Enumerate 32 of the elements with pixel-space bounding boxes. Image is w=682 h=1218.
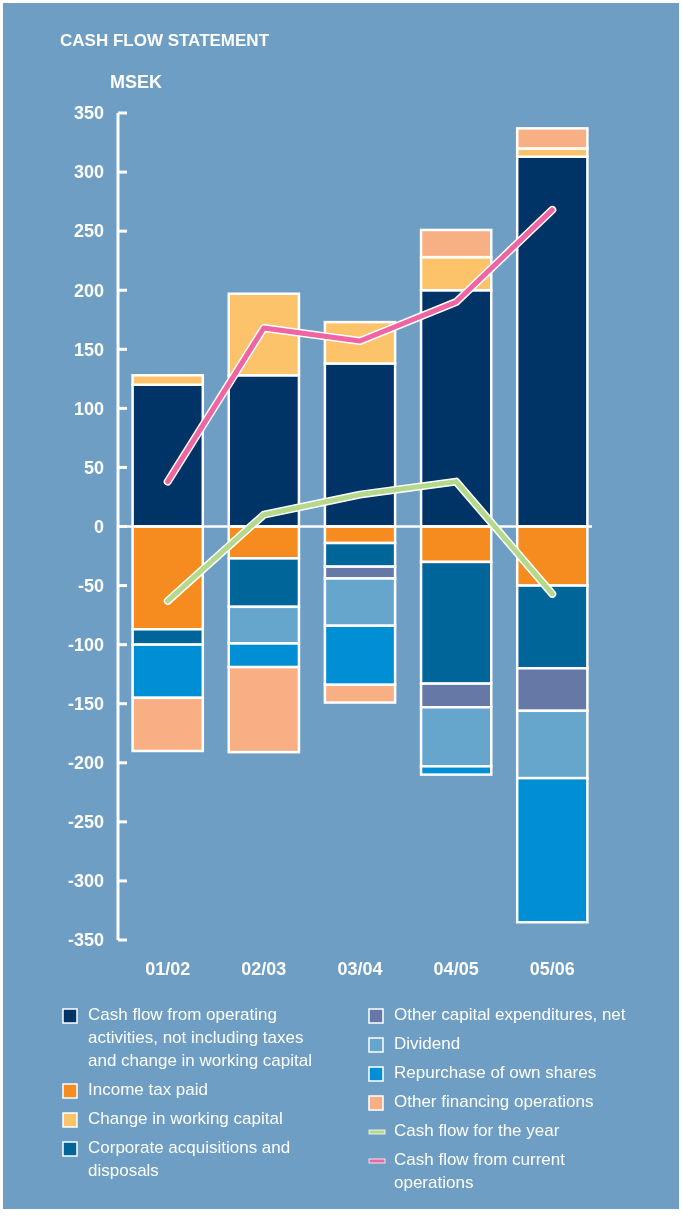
- y-tick-label: 350: [73, 103, 104, 124]
- x-tick-label: 01/02: [145, 959, 191, 979]
- legend-label: Income tax paid: [88, 1080, 209, 1099]
- y-tick-label: -100: [67, 634, 104, 655]
- y-tick-label: -200: [67, 753, 104, 774]
- y-tick-label: 250: [73, 221, 104, 242]
- y-axis-title: MSEK: [110, 72, 163, 92]
- y-tick-label: 200: [73, 280, 104, 301]
- legend-label: Cash flow from operating activities, not including taxes and change in working capital: [88, 1005, 312, 1070]
- legend-label: Other capital expenditures, net: [394, 1005, 626, 1024]
- legend-label: Cash flow from current operations: [394, 1150, 566, 1192]
- chart-title: CASH FLOW STATEMENT: [60, 31, 270, 50]
- x-tick-label: 05/06: [529, 959, 575, 979]
- y-tick-label: -250: [67, 812, 104, 833]
- y-tick-label: 100: [73, 398, 104, 419]
- legend-label: Dividend: [394, 1034, 461, 1053]
- y-tick-label: -350: [67, 930, 104, 951]
- legend-label: Cash flow for the year: [394, 1121, 560, 1140]
- legend-label: Corporate acquisitions and disposals: [88, 1138, 291, 1180]
- y-tick-label: 300: [73, 162, 104, 183]
- x-tick-label: 02/03: [241, 959, 287, 979]
- y-tick-label: -300: [67, 871, 104, 892]
- legend-label: Repurchase of own shares: [394, 1063, 597, 1082]
- y-tick-label: 0: [93, 516, 104, 537]
- y-tick-label: 150: [73, 339, 104, 360]
- y-tick-label: -50: [77, 575, 104, 596]
- y-tick-label: 50: [83, 457, 104, 478]
- x-tick-label: 04/05: [433, 959, 479, 979]
- x-tick-label: 03/04: [337, 959, 383, 979]
- legend-label: Change in working capital: [88, 1109, 283, 1128]
- y-tick-label: -150: [67, 694, 104, 715]
- legend-label: Other financing operations: [394, 1092, 594, 1111]
